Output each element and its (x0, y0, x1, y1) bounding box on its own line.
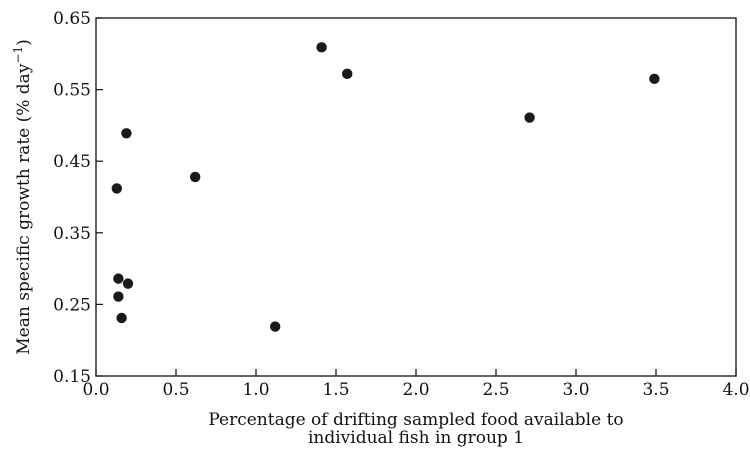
y-axis-title-superscript: −1 (11, 46, 25, 64)
x-tick-label: 2.0 (402, 380, 429, 400)
y-tick-label: 0.55 (53, 81, 91, 101)
y-axis: 0.15 0.25 0.35 0.45 0.55 0.65 (53, 9, 103, 387)
x-tick-label: 4.0 (722, 380, 749, 400)
x-tick-label: 2.5 (482, 380, 509, 400)
x-tick-label: 1.0 (242, 380, 269, 400)
y-tick-label: 0.15 (53, 367, 91, 387)
data-point (270, 321, 281, 332)
y-axis-title: Mean specific growth rate (% day−1) (11, 39, 34, 355)
y-axis-title-close: ) (14, 39, 34, 46)
data-point (116, 312, 127, 324)
x-tick-label: 3.5 (642, 380, 669, 400)
y-tick-label: 0.65 (53, 9, 91, 29)
data-point (190, 171, 201, 183)
data-point (649, 73, 660, 85)
y-tick-label: 0.45 (53, 152, 91, 172)
y-tick-label: 0.25 (53, 295, 91, 315)
data-point (122, 278, 134, 289)
x-axis: 0.0 0.5 1.0 1.5 2.0 2.5 3.0 3.5 4.0 (82, 369, 750, 400)
y-tick-label: 0.35 (53, 224, 91, 244)
data-point (342, 68, 353, 80)
x-tick-label: 1.5 (322, 380, 349, 400)
x-axis-title-line1: Percentage of drifting sampled food avai… (208, 410, 623, 430)
data-point (316, 42, 327, 53)
data-point (121, 128, 132, 139)
data-point (111, 183, 123, 194)
data-point (524, 112, 535, 123)
x-tick-label: 3.0 (562, 380, 589, 400)
x-axis-title-line2: individual fish in group 1 (308, 428, 524, 448)
data-points (111, 42, 660, 332)
data-point (113, 273, 124, 284)
data-point (113, 291, 124, 302)
x-tick-label: 0.5 (162, 380, 189, 400)
y-axis-title-main: Mean specific growth rate (% day (14, 63, 34, 355)
x-tick-label: 0.0 (82, 380, 109, 400)
plot-frame (95, 17, 737, 377)
